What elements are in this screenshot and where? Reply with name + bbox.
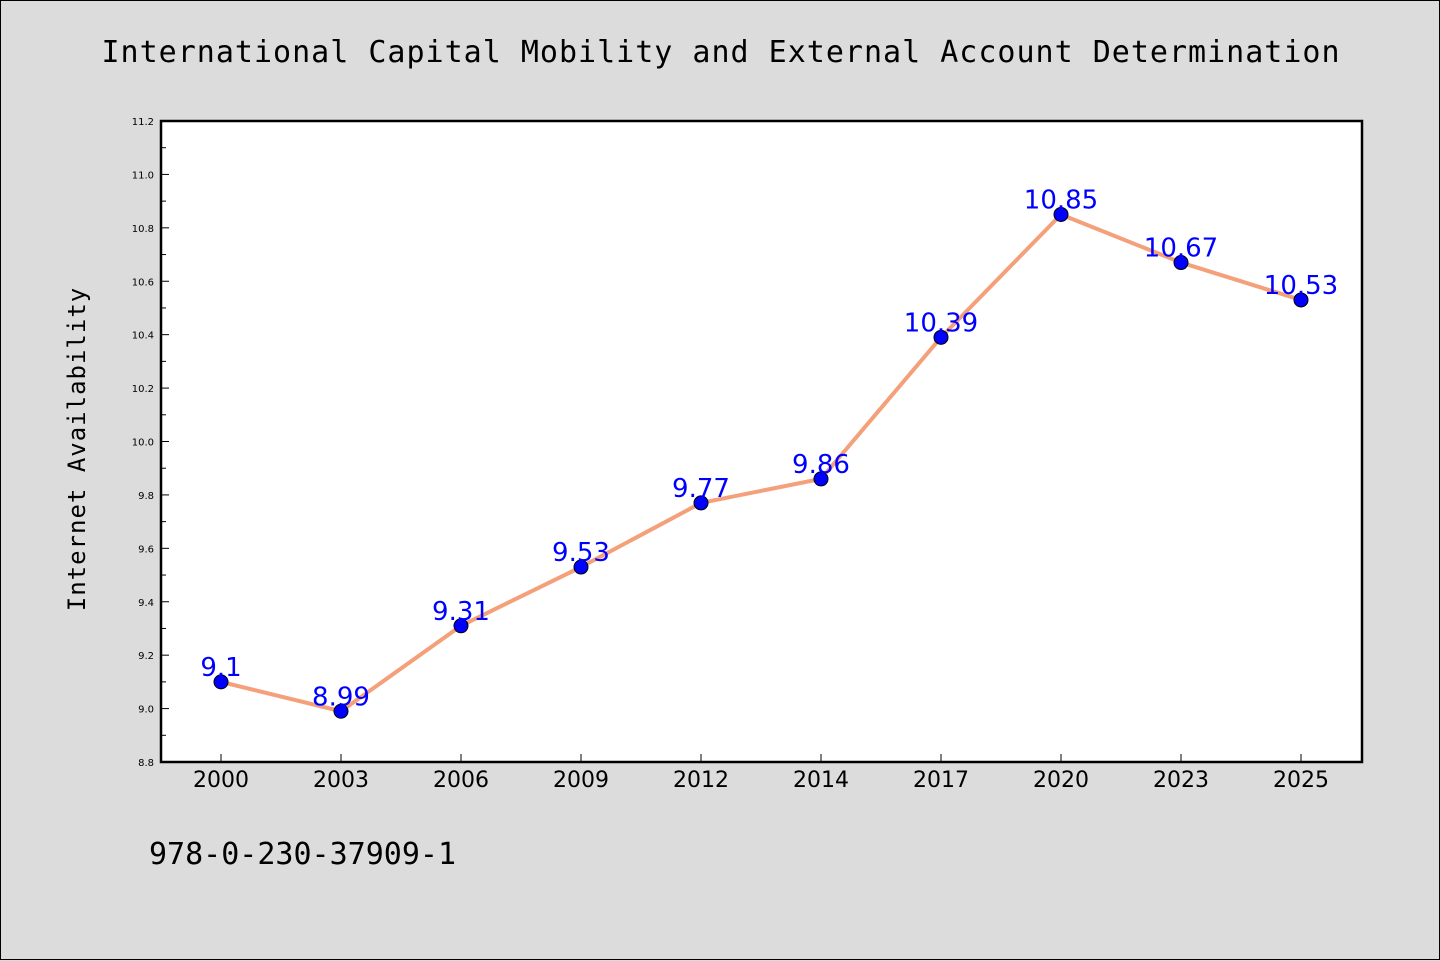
y-tick-label: 10.2: [132, 384, 154, 395]
data-point: [1053, 206, 1069, 222]
data-point: [813, 471, 829, 487]
y-tick-label: 11.0: [132, 170, 154, 181]
x-tick-label: 2014: [793, 768, 849, 793]
data-label: 10.67: [1144, 234, 1218, 264]
series-line: [219, 212, 1303, 714]
plot-area: [161, 121, 1362, 762]
data-label: 9.1: [200, 653, 241, 683]
y-axis-label: Internet Availability: [63, 286, 91, 612]
data-label: 9.77: [672, 474, 730, 504]
data-point: [333, 703, 349, 719]
y-tick-label: 9.4: [138, 598, 154, 609]
data-point: [933, 329, 949, 345]
y-tick-label: 8.8: [138, 758, 154, 769]
x-tick-label: 2012: [673, 768, 729, 793]
x-tick-label: 2020: [1033, 768, 1089, 793]
y-tick-label: 9.2: [138, 651, 154, 662]
data-label: 10.85: [1024, 185, 1098, 215]
y-tick-label: 10.0: [132, 438, 154, 449]
data-point: [1173, 255, 1189, 271]
data-label: 10.39: [904, 308, 978, 338]
y-tick-label: 9.6: [138, 544, 154, 555]
x-tick-label: 2006: [433, 768, 489, 793]
data-point: [573, 559, 589, 575]
data-point: [693, 495, 709, 511]
x-tick-label: 2017: [913, 768, 969, 793]
data-label: 9.31: [432, 597, 490, 627]
data-point: [1293, 292, 1309, 308]
data-label: 10.53: [1264, 271, 1338, 301]
data-label: 8.99: [312, 682, 370, 712]
y-tick-label: 10.6: [132, 277, 154, 288]
isbn-code: 978-0-230-37909-1: [149, 837, 457, 872]
x-tick-label: 2000: [193, 768, 249, 793]
plot-frame: [159, 119, 1364, 764]
chart-title: International Capital Mobility and Exter…: [101, 35, 1341, 70]
y-tick-label: 10.8: [132, 224, 154, 235]
y-tick-label: 9.0: [138, 705, 154, 716]
x-tick-label: 2009: [553, 768, 609, 793]
x-tick-label: 2023: [1153, 768, 1209, 793]
data-point: [453, 618, 469, 634]
x-tick-label: 2003: [313, 768, 369, 793]
x-tick-label: 2025: [1273, 768, 1329, 793]
data-label: 9.86: [792, 450, 850, 480]
data-point: [213, 674, 229, 690]
data-label: 9.53: [552, 538, 610, 568]
y-tick-label: 11.2: [132, 117, 154, 128]
y-tick-label: 10.4: [132, 331, 154, 342]
y-tick-label: 9.8: [138, 491, 154, 502]
